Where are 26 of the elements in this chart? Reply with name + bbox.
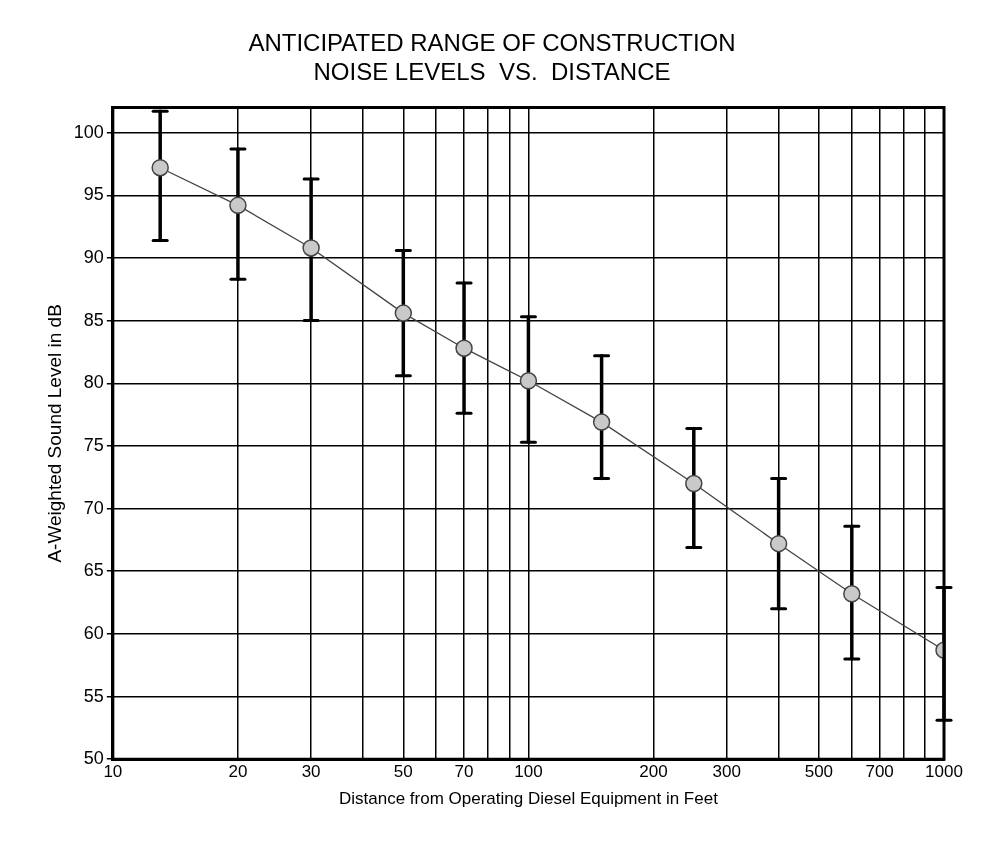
y-tick-label: 90: [83, 246, 104, 267]
x-tick-label: 30: [301, 762, 321, 782]
y-tick-label: 65: [83, 560, 104, 581]
chart-title: ANTICIPATED RANGE OF CONSTRUCTION: [248, 29, 736, 57]
y-tick-label: 70: [83, 497, 104, 518]
x-tick-label: 10: [103, 762, 123, 782]
x-tick-label: 300: [712, 762, 741, 782]
x-tick-label: 100: [514, 762, 543, 782]
x-axis-title: Distance from Operating Diesel Equipment in Feet: [338, 789, 719, 809]
chart-subtitle: NOISE LEVELS VS. DISTANCE: [313, 57, 671, 85]
x-tick-label: 50: [393, 762, 413, 782]
y-tick-label: 55: [83, 685, 104, 706]
y-tick-label: 50: [83, 748, 104, 769]
y-axis-title: A-Weighted Sound Level in dB: [43, 304, 65, 563]
y-tick-label: 60: [83, 622, 104, 643]
x-tick-label: 700: [865, 762, 894, 782]
x-tick-label: 500: [804, 762, 834, 782]
x-tick-label: 70: [454, 762, 474, 782]
y-tick-label: 85: [83, 309, 104, 330]
x-tick-label: 1000: [925, 762, 963, 782]
x-tick-label: 20: [228, 762, 248, 782]
y-tick-label: 95: [83, 184, 104, 205]
y-tick-label: 75: [83, 434, 104, 455]
x-tick-label: 200: [639, 762, 668, 782]
y-tick-label: 80: [83, 372, 104, 393]
y-tick-label: 100: [73, 121, 104, 142]
